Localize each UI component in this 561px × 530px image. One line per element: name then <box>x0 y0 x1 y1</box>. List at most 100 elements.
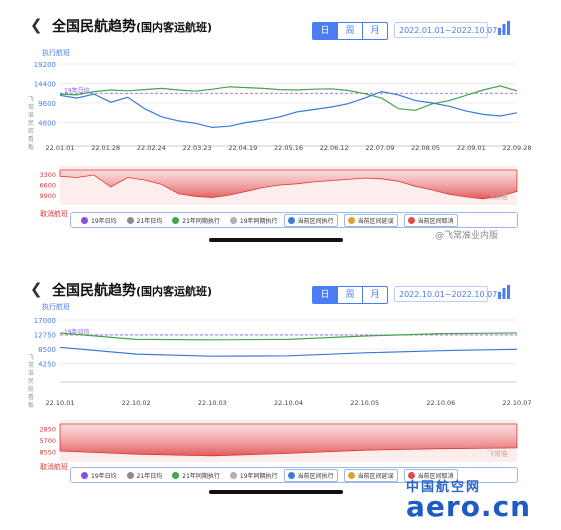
date-range-picker[interactable]: 2022.10.01~2022.10.07 ⌄ <box>394 286 507 302</box>
trend-chart: 19200 14400 9600 4800 19年日均 22.01.01 22.01.28 2… <box>34 61 532 205</box>
legend-dot-icon <box>229 216 237 224</box>
x-tick-label: 22.09.28 <box>503 144 532 152</box>
legend-dot-icon <box>287 216 295 224</box>
legend-label: 当前区间取消 <box>417 472 454 480</box>
legend-label: 21年同期执行 <box>182 472 220 480</box>
weibo-watermark: @飞常准业内版 <box>435 231 499 241</box>
legend-item[interactable]: 21年日均 <box>126 471 163 480</box>
home-indicator <box>209 490 343 494</box>
vertical-watermark-label: 飞常准民航看板 <box>28 354 35 409</box>
segment-day[interactable]: 日 <box>313 23 337 39</box>
x-tick-label: 22.08.05 <box>411 144 440 152</box>
legend-item[interactable]: 当前区间执行 <box>283 468 338 482</box>
legend-label: 21年日均 <box>136 217 163 225</box>
cancel-area <box>59 423 518 457</box>
legend-dot-icon <box>81 471 88 479</box>
series-line <box>59 85 518 111</box>
x-tick-label: 22.09.01 <box>457 144 486 152</box>
upper-chart-caption: 执行航班 <box>42 49 70 57</box>
legend-dot-icon <box>229 471 237 479</box>
x-tick-label: 22.10.07 <box>503 399 532 407</box>
legend-item[interactable]: 当前区间取消 <box>403 468 458 482</box>
lower-y-tick-label: 2850 <box>39 426 56 434</box>
period-segmented-control: 日 周 月 <box>312 22 388 40</box>
legend-item[interactable]: 19年日均 <box>81 216 117 225</box>
home-indicator <box>209 238 343 242</box>
legend-dot-icon <box>126 216 134 224</box>
legend-dot-icon <box>126 471 134 479</box>
legend-item[interactable]: 当前区间取消 <box>403 213 458 227</box>
legend-dot-icon <box>347 471 355 479</box>
legend-item[interactable]: 当前区间执行 <box>283 213 338 227</box>
legend-label: 19年日均 <box>91 217 117 225</box>
lower-chart-caption: 取消航班 <box>40 210 68 218</box>
legend-item[interactable]: 19年日均 <box>81 471 117 480</box>
legend-label: 当前区间延误 <box>357 217 394 225</box>
site-watermark-en: aero.cn <box>406 490 532 523</box>
legend-label: 19年日均 <box>91 472 117 480</box>
y-tick-label: 14400 <box>34 81 56 89</box>
reference-line-label: 19年日均 <box>64 328 90 336</box>
x-tick-label: 22.10.02 <box>122 399 151 407</box>
legend-dot-icon <box>347 216 355 224</box>
x-tick-label: 22.01.28 <box>91 144 120 152</box>
chart-legend: 19年日均 21年日均 21年同期执行 19年同期执行 当前区间执行 当前区间延误 当前区间… <box>70 212 518 228</box>
legend-item[interactable]: 21年同期执行 <box>172 471 220 480</box>
period-segmented-control: 日 周 月 <box>312 286 388 304</box>
x-tick-label: 22.03.23 <box>183 144 212 152</box>
bar-chart-icon[interactable] <box>497 21 511 35</box>
lower-y-tick-label: 9900 <box>39 192 56 200</box>
legend-dot-icon <box>287 471 295 479</box>
y-tick-label: 19200 <box>34 61 56 69</box>
x-tick-label: 22.10.06 <box>426 399 455 407</box>
legend-label: 19年同期执行 <box>239 472 278 480</box>
legend-item[interactable]: 19年同期执行 <box>229 216 278 225</box>
lower-y-tick-label: 5700 <box>39 437 56 445</box>
legend-item[interactable]: 当前区间延误 <box>343 213 398 227</box>
chart-logo-watermark: 飞常准 <box>487 449 508 458</box>
segment-week[interactable]: 周 <box>337 287 362 303</box>
reference-line-label: 19年日均 <box>64 86 90 94</box>
legend-dot-icon <box>407 216 415 224</box>
header-bar: ❮ 全国民航趋势(国内客运航班) 日 周 月 2022.01.01~2022.1… <box>0 12 561 42</box>
y-tick-label: 8500 <box>38 346 56 354</box>
lower-y-tick-label: 3300 <box>39 171 56 179</box>
x-tick-label: 22.06.12 <box>320 144 349 152</box>
legend-dot-icon <box>81 216 88 224</box>
legend-dot-icon <box>172 216 180 224</box>
legend-label: 21年同期执行 <box>182 217 220 225</box>
bar-chart-icon[interactable] <box>497 285 511 299</box>
legend-item[interactable]: 当前区间延误 <box>343 468 398 482</box>
x-tick-label: 22.07.09 <box>365 144 394 152</box>
lower-y-tick-label: 6600 <box>39 182 56 190</box>
date-range-picker[interactable]: 2022.01.01~2022.10.07 ⌄ <box>394 22 507 38</box>
y-tick-label: 17000 <box>34 317 56 325</box>
legend-label: 当前区间执行 <box>297 472 334 480</box>
chevron-left-icon[interactable]: ❮ <box>30 280 43 298</box>
y-tick-label: 9600 <box>38 100 56 108</box>
series-line <box>59 346 518 357</box>
x-tick-label: 22.05.16 <box>274 144 303 152</box>
page-title: 全国民航趋势(国内客运航班) <box>52 283 213 299</box>
legend-label: 当前区间取消 <box>417 217 454 225</box>
legend-item[interactable]: 21年同期执行 <box>172 216 220 225</box>
series-line <box>59 90 518 129</box>
trend-chart: 17000 12750 8500 4250 19年日均 22.10.01 22.10.02 2… <box>34 317 532 462</box>
chart-legend: 19年日均 21年日均 21年同期执行 19年同期执行 当前区间执行 当前区间延误 当前区间… <box>70 467 518 483</box>
legend-item[interactable]: 21年日均 <box>126 216 163 225</box>
legend-item[interactable]: 19年同期执行 <box>229 471 278 480</box>
y-tick-label: 12750 <box>34 332 56 340</box>
y-tick-label: 4800 <box>38 120 56 128</box>
segment-month[interactable]: 月 <box>362 23 387 39</box>
segment-week[interactable]: 周 <box>337 23 362 39</box>
segment-day[interactable]: 日 <box>313 287 337 303</box>
chevron-left-icon[interactable]: ❮ <box>30 16 43 34</box>
legend-label: 19年同期执行 <box>239 217 278 225</box>
x-tick-label: 22.10.04 <box>274 399 303 407</box>
legend-label: 21年日均 <box>136 472 163 480</box>
x-tick-label: 22.04.19 <box>228 144 257 152</box>
upper-chart-caption: 执行航班 <box>42 303 70 311</box>
segment-month[interactable]: 月 <box>362 287 387 303</box>
chart-logo-watermark: 飞常准 <box>487 192 508 201</box>
trend-panel-holiday: ❮ 全国民航趋势(国内客运航班) 日 周 月 2022.10.01~2022.1… <box>0 264 561 530</box>
